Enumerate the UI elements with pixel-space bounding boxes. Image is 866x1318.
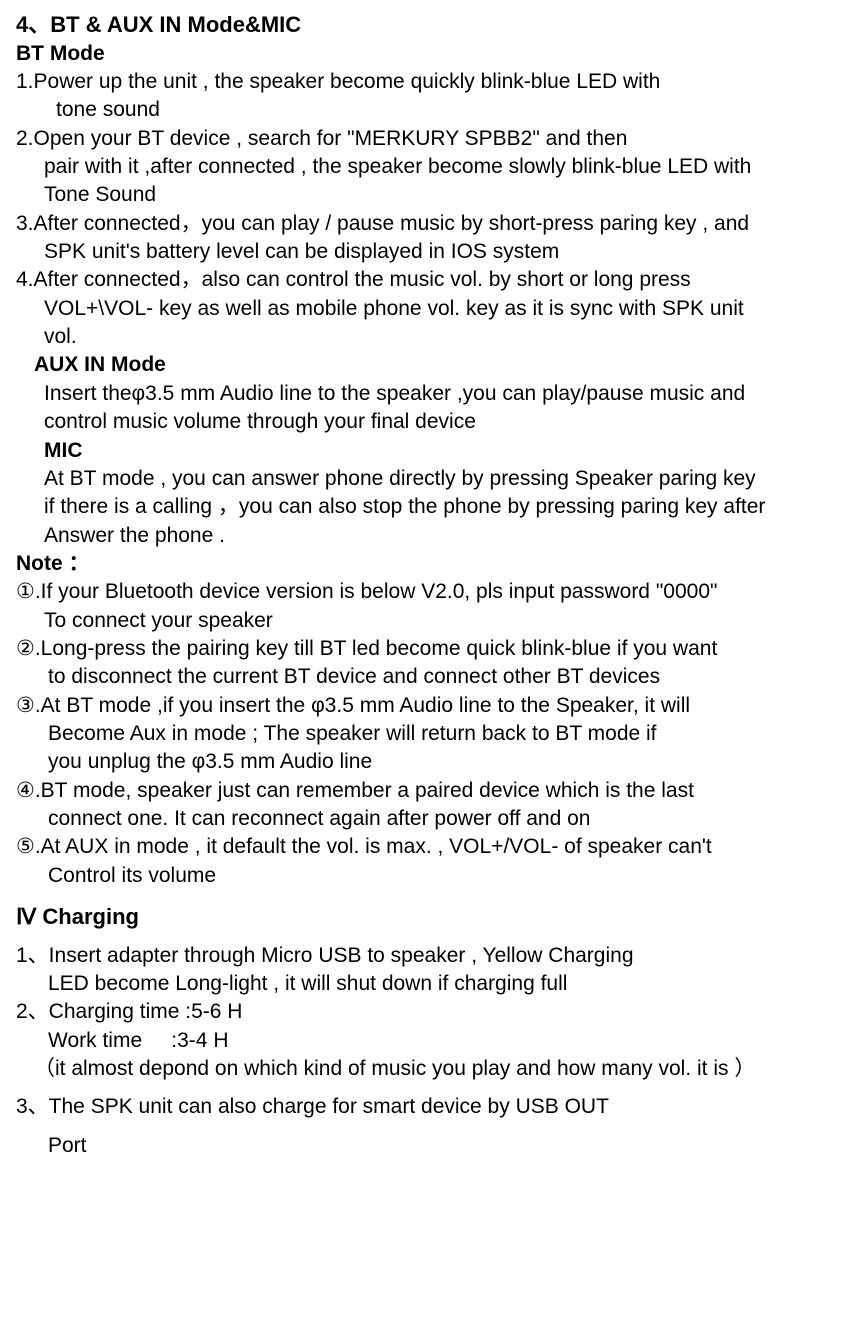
note-heading: Note ：: [16, 550, 850, 578]
mic-line-1: At BT mode , you can answer phone direct…: [16, 465, 850, 493]
bt-item-4-line-1: 4.After connected，also can control the m…: [16, 266, 850, 294]
note-5-line-1: ⑤.At AUX in mode , it default the vol. i…: [16, 833, 850, 861]
note-1-line-1: ①.If your Bluetooth device version is be…: [16, 578, 850, 606]
charging-item-2-line-2: Work time :3-4 H: [16, 1027, 850, 1055]
note-4-line-1: ④.BT mode, speaker just can remember a p…: [16, 777, 850, 805]
note-3-line-1: ③.At BT mode ,if you insert the φ3.5 mm …: [16, 692, 850, 720]
charging-item-1-line-1: 1、Insert adapter through Micro USB to sp…: [16, 942, 850, 970]
mic-heading: MIC: [16, 437, 850, 465]
aux-in-heading: AUX IN Mode: [16, 351, 850, 379]
charging-item-1-line-2: LED become Long-light , it will shut dow…: [16, 970, 850, 998]
bt-item-2-line-1: 2.Open your BT device , search for "MERK…: [16, 125, 850, 153]
note-3-line-3: you unplug the φ3.5 mm Audio line: [16, 748, 850, 776]
bt-item-1-line-1: 1.Power up the unit , the speaker become…: [16, 68, 850, 96]
charging-item-3-line-2: Port: [16, 1132, 850, 1160]
aux-in-line-1: Insert theφ3.5 mm Audio line to the spea…: [16, 380, 850, 408]
bt-item-3-line-1: 3.After connected，you can play / pause m…: [16, 210, 850, 238]
note-1-line-2: To connect your speaker: [16, 607, 850, 635]
note-2-line-2: to disconnect the current BT device and …: [16, 663, 850, 691]
charging-item-3-line-1: 3、The SPK unit can also charge for smart…: [16, 1093, 850, 1121]
note-4-line-2: connect one. It can reconnect again afte…: [16, 805, 850, 833]
bt-item-1-line-2: tone sound: [16, 96, 850, 124]
aux-in-line-2: control music volume through your final …: [16, 408, 850, 436]
bt-item-4-line-3: vol.: [16, 323, 850, 351]
mic-line-3: Answer the phone .: [16, 522, 850, 550]
charging-item-2-line-3: （it almost depond on which kind of music…: [16, 1055, 850, 1083]
bt-item-2-line-3: Tone Sound: [16, 181, 850, 209]
bt-item-3-line-2: SPK unit's battery level can be displaye…: [16, 238, 850, 266]
note-2-line-1: ②.Long-press the pairing key till BT led…: [16, 635, 850, 663]
bt-mode-heading: BT Mode: [16, 40, 850, 68]
bt-item-2-line-2: pair with it ,after connected , the spea…: [16, 153, 850, 181]
bt-item-4-line-2: VOL+\VOL- key as well as mobile phone vo…: [16, 295, 850, 323]
note-5-line-2: Control its volume: [16, 862, 850, 890]
section-4-title: 4、BT & AUX IN Mode&MIC: [16, 10, 850, 40]
note-3-line-2: Become Aux in mode ; The speaker will re…: [16, 720, 850, 748]
mic-line-2: if there is a calling ，you can also stop…: [16, 493, 850, 521]
charging-title: Ⅳ Charging: [16, 902, 850, 932]
charging-item-2-line-1: 2、Charging time :5-6 H: [16, 998, 850, 1026]
